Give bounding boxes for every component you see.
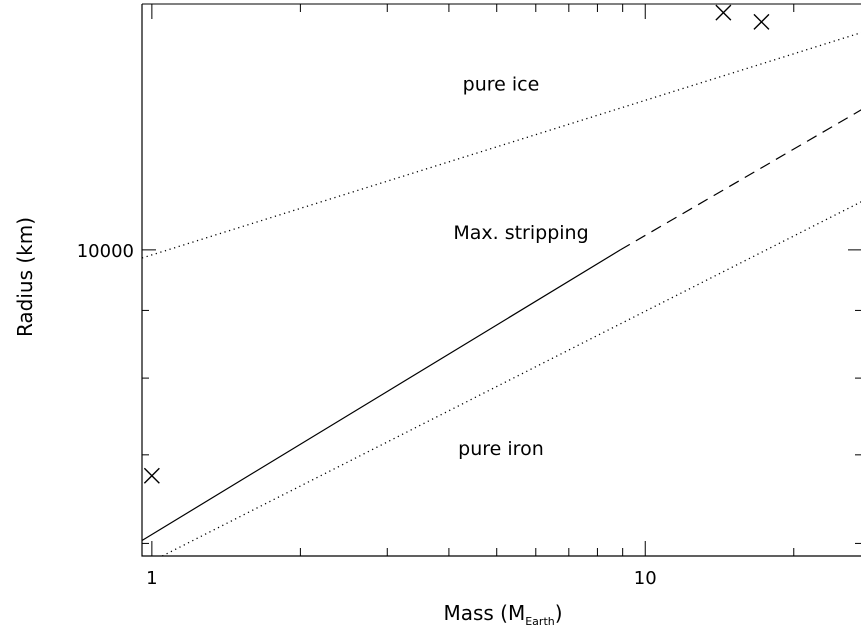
x-axis-label: Mass (MEarth) [443,601,562,628]
tick-labels: 1 10 10000 [77,241,657,589]
series-lines [141,32,861,557]
cross-marker [143,467,160,484]
data-points [143,4,770,484]
axis-ticks [142,4,861,556]
y-axis-label: Radius (km) [13,217,37,337]
x-tick-label: 10 [634,568,657,589]
plot-frame [141,3,861,557]
axes-frame [141,4,861,557]
max-stripping-dashed-line [619,109,861,251]
annotations: pure ice Max. stripping pure iron [453,73,588,459]
pure-ice-line [141,32,861,259]
max-stripping-solid-line [141,249,621,542]
annotation-label: pure ice [463,73,540,95]
annotation-label: pure iron [458,438,544,460]
y-tick-label: 10000 [77,241,134,262]
annotation-label: Max. stripping [453,222,588,244]
pure-iron-line [162,201,861,557]
cross-marker [715,4,732,21]
x-tick-label: 1 [146,568,157,589]
cross-marker [753,13,770,30]
